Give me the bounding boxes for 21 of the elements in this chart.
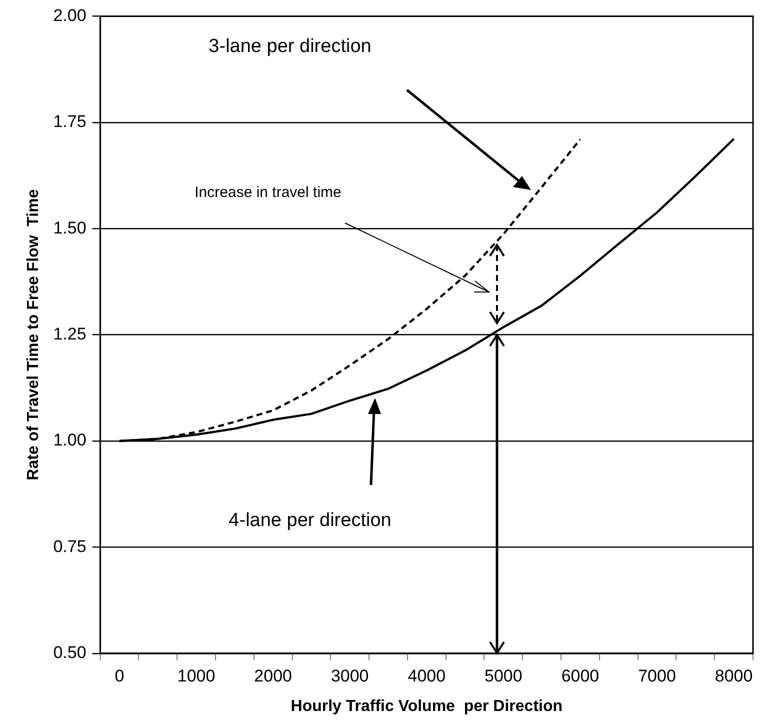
x-tick-label: 5000 xyxy=(484,666,522,686)
x-tick-label: 6000 xyxy=(561,666,600,686)
x-tick-label: 1000 xyxy=(177,666,216,686)
y-tick-label: 0.50 xyxy=(53,643,86,662)
y-tick-label: 1.75 xyxy=(53,112,86,132)
y-tick-label: 0.75 xyxy=(53,536,86,556)
y-tick-label: 1.25 xyxy=(53,324,86,344)
y-tick-label: 2.00 xyxy=(53,6,86,25)
x-axis-title: Hourly Traffic Volume per Direction xyxy=(290,698,563,715)
y-tick-label: 1.00 xyxy=(53,430,86,450)
x-tick-label: 8000 xyxy=(714,666,753,686)
y-axis-title: Rate of Travel Time to Free Flow Time xyxy=(25,189,42,480)
x-tick-label: 7000 xyxy=(638,666,676,686)
y-tick-label: 1.50 xyxy=(53,218,86,238)
annotation: 4-lane per direction xyxy=(228,510,392,532)
x-tick-label: 0 xyxy=(114,666,124,686)
annotation: 3-lane per direction xyxy=(208,36,372,58)
x-tick-label: 2000 xyxy=(254,666,292,686)
x-tick-label: 3000 xyxy=(330,666,369,686)
annotation: Increase in travel time xyxy=(194,184,342,202)
x-tick-label: 4000 xyxy=(408,666,446,686)
